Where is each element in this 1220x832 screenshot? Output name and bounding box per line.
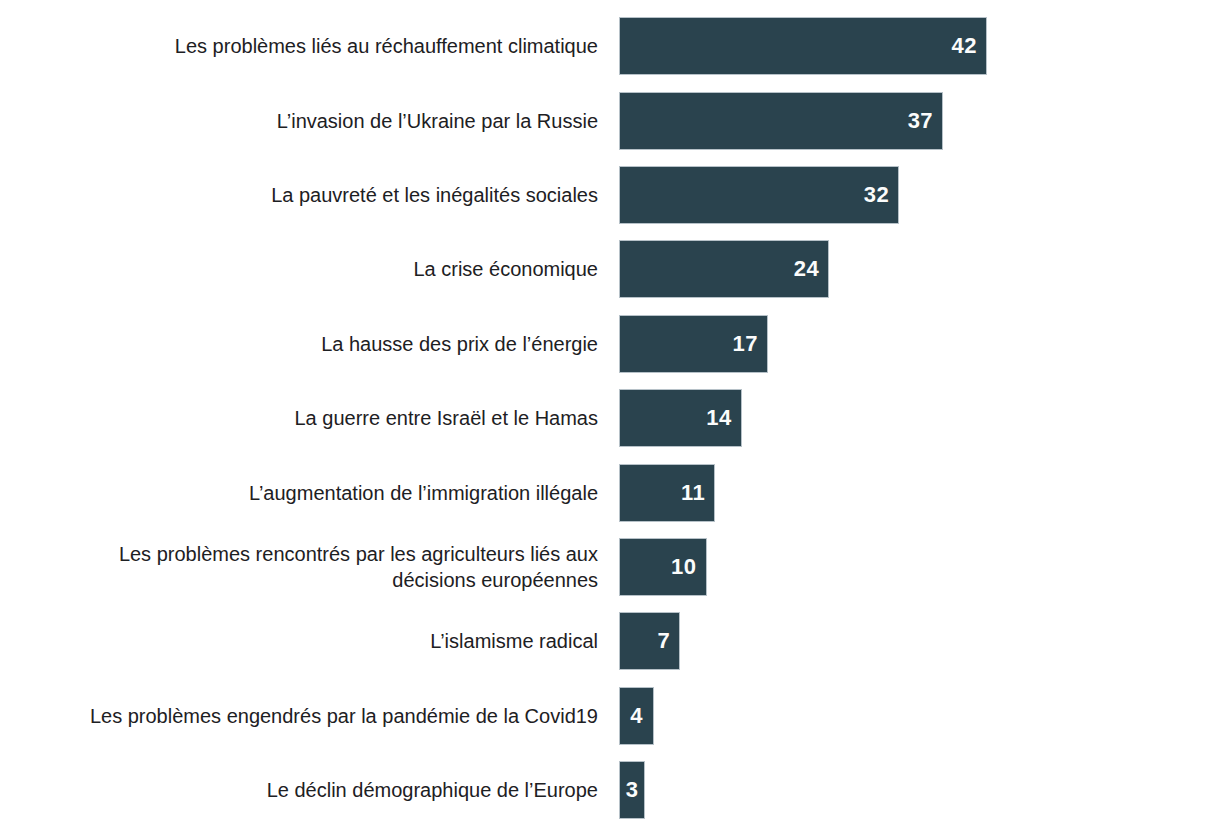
value-label: 3 [626,777,639,803]
chart-row: Les problèmes liés au réchauffement clim… [0,9,1220,83]
value-label: 37 [908,108,933,134]
bar[interactable]: 7 [619,612,680,670]
bar-track: 14 [619,389,1220,447]
category-label: La guerre entre Israël et le Hamas [0,405,598,431]
chart-row: La guerre entre Israël et le Hamas 14 [0,381,1220,455]
bar[interactable]: 11 [619,464,715,522]
chart-row: L’invasion de l’Ukraine par la Russie 37 [0,83,1220,157]
chart-row: La crise économique 24 [0,232,1220,306]
bar-track: 10 [619,538,1220,596]
bar-track: 32 [619,166,1220,224]
value-label: 17 [732,331,757,357]
bar[interactable]: 3 [619,761,645,819]
value-label: 10 [671,554,696,580]
bar-track: 4 [619,687,1220,745]
chart-row: L’islamisme radical 7 [0,604,1220,678]
value-label: 4 [630,703,643,729]
bar-track: 24 [619,240,1220,298]
category-label: L’islamisme radical [0,628,598,654]
bar-track: 17 [619,315,1220,373]
bar[interactable]: 17 [619,315,768,373]
bar[interactable]: 24 [619,240,829,298]
category-label: La crise économique [0,256,598,282]
bar[interactable]: 42 [619,17,987,75]
chart-row: Le déclin démographique de l’Europe 3 [0,753,1220,827]
category-label: Les problèmes rencontrés par les agricul… [0,541,598,593]
value-label: 11 [681,480,705,506]
category-label: L’augmentation de l’immigration illégale [0,480,598,506]
bar-track: 7 [619,612,1220,670]
category-label: Les problèmes liés au réchauffement clim… [0,33,598,59]
bar-track: 3 [619,761,1220,819]
value-label: 7 [658,628,671,654]
value-label: 42 [951,33,976,59]
chart-row: Les problèmes rencontrés par les agricul… [0,530,1220,604]
bar[interactable]: 4 [619,687,654,745]
chart-row: Les problèmes engendrés par la pandémie … [0,679,1220,753]
value-label: 24 [794,256,819,282]
bar-chart: Les problèmes liés au réchauffement clim… [0,9,1220,827]
bar[interactable]: 10 [619,538,707,596]
chart-row: La pauvreté et les inégalités sociales 32 [0,158,1220,232]
bar-track: 37 [619,92,1220,150]
bar-track: 42 [619,17,1220,75]
category-label: Les problèmes engendrés par la pandémie … [0,703,598,729]
bar[interactable]: 32 [619,166,899,224]
bar[interactable]: 37 [619,92,943,150]
category-label: La hausse des prix de l’énergie [0,331,598,357]
chart-row: La hausse des prix de l’énergie 17 [0,307,1220,381]
bar[interactable]: 14 [619,389,742,447]
category-label: Le déclin démographique de l’Europe [0,777,598,803]
bar-track: 11 [619,464,1220,522]
value-label: 32 [864,182,889,208]
bar-chart-figure: Les problèmes liés au réchauffement clim… [0,0,1220,832]
chart-row: L’augmentation de l’immigration illégale… [0,455,1220,529]
category-label: La pauvreté et les inégalités sociales [0,182,598,208]
value-label: 14 [706,405,731,431]
category-label: L’invasion de l’Ukraine par la Russie [0,108,598,134]
